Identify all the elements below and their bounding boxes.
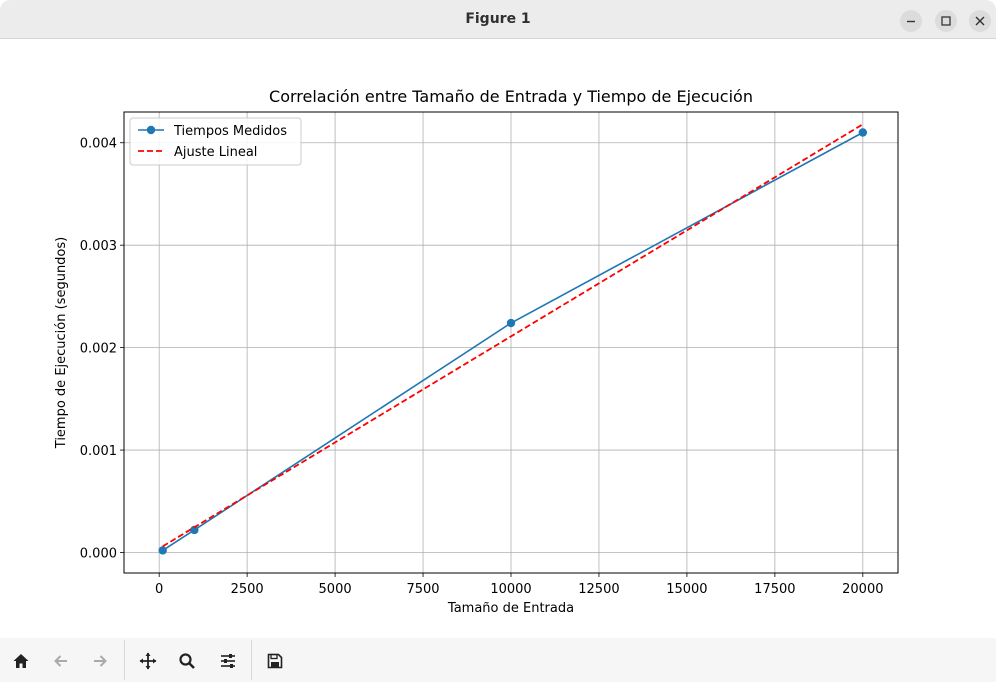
save-icon [267, 653, 283, 669]
y-axis-label: Tiempo de Ejecución (segundos) [54, 237, 69, 449]
toolbar-separator [124, 640, 125, 680]
navigation-toolbar [0, 638, 996, 682]
x-tick-label: 2500 [231, 582, 264, 597]
legend-label: Tiempos Medidos [173, 124, 287, 139]
chart: 0 2500 5000 7500 10000 12500 15000 17500 20000 0.… [54, 87, 899, 616]
y-tick-label: 0.000 [80, 547, 117, 562]
x-tick-label: 7500 [406, 582, 439, 597]
chart-title: Correlación entre Tamaño de Entrada y Ti… [269, 87, 753, 106]
window-title: Figure 1 [465, 11, 531, 27]
x-tick-label: 17500 [754, 582, 795, 597]
maximize-icon [941, 16, 951, 26]
search-icon [179, 653, 195, 669]
legend: Tiempos Medidos Ajuste Lineal [129, 117, 302, 166]
close-icon [975, 16, 985, 26]
minimize-button[interactable] [900, 10, 922, 32]
x-tick-label: 0 [155, 582, 163, 597]
configure-subplots-button[interactable] [217, 650, 239, 672]
arrow-left-icon [54, 655, 67, 667]
legend-marker [146, 125, 156, 135]
x-tick-label: 5000 [319, 582, 352, 597]
data-point [506, 318, 516, 328]
zoom-button[interactable] [176, 650, 198, 672]
legend-frame [129, 117, 302, 166]
save-button[interactable] [264, 650, 286, 672]
y-tick-label: 0.003 [80, 239, 117, 254]
fit-line [162, 123, 864, 548]
toolbar-separator [251, 640, 252, 680]
figure-canvas[interactable]: 0 2500 5000 7500 10000 12500 15000 17500 20000 0.… [0, 39, 996, 638]
sliders-icon [221, 654, 235, 668]
x-tick-label: 12500 [578, 582, 619, 597]
home-icon [13, 654, 29, 668]
close-button[interactable] [969, 10, 991, 32]
pan-button[interactable] [137, 650, 159, 672]
home-button[interactable] [10, 650, 32, 672]
x-tick-label: 20000 [842, 582, 883, 597]
series-line [162, 131, 864, 552]
back-button[interactable] [50, 650, 72, 672]
legend-label: Ajuste Lineal [174, 145, 257, 160]
window-titlebar: Figure 1 [0, 0, 996, 39]
x-tick-label: 15000 [666, 582, 707, 597]
y-tick-label: 0.001 [80, 444, 117, 459]
arrow-right-icon [94, 655, 107, 667]
minimize-icon [907, 20, 915, 23]
data-point [858, 128, 868, 137]
move-icon [139, 652, 157, 670]
data-point [190, 525, 199, 535]
forward-button[interactable] [89, 650, 111, 672]
x-tick-label: 10000 [490, 582, 531, 597]
x-axis-label: Tamaño de Entrada [447, 601, 574, 616]
maximize-button[interactable] [935, 10, 957, 32]
data-point [158, 546, 167, 555]
y-tick-label: 0.004 [80, 137, 117, 152]
axes-frame [123, 111, 899, 574]
y-tick-label: 0.002 [80, 342, 117, 357]
